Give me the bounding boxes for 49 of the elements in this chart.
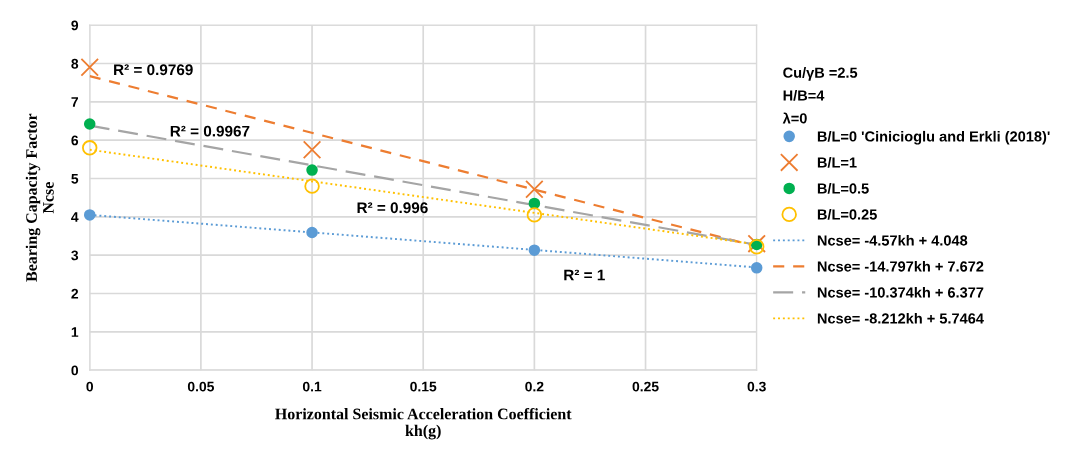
- x-tick-label: 0.15: [410, 381, 437, 392]
- x-tick-label: 0: [86, 381, 94, 392]
- point: [525, 179, 544, 199]
- y-tick-label: 4: [71, 212, 79, 222]
- y-tick-label: 2: [71, 288, 79, 299]
- x-tick-label: 0.2: [525, 381, 544, 392]
- annotation: R² = 0.9967: [170, 125, 250, 137]
- point: [526, 207, 543, 223]
- point: [302, 140, 322, 159]
- annotation: R² = 0.9769: [114, 64, 193, 76]
- y-tick-label: 7: [71, 97, 78, 107]
- legend-label: B/L=1: [817, 156, 857, 168]
- legend-label: Ncse= -14.797kh + 7.672: [817, 260, 984, 272]
- x-tick-label: 0.05: [187, 381, 215, 392]
- annotation: R² = 1: [564, 269, 605, 281]
- legend-label: B/L=0.5: [817, 182, 869, 194]
- point: [528, 244, 541, 256]
- point: [748, 239, 765, 255]
- y-tick-label: 5: [71, 173, 79, 184]
- x-tick-label: 0.25: [632, 381, 659, 392]
- point: [306, 226, 318, 239]
- y-tick-label: 0: [71, 365, 79, 376]
- x-axis-title: Horizontal Seismic Acceleration Coefficient kh(g): [275, 407, 572, 440]
- point: [304, 178, 320, 194]
- y-tick-label: 9: [71, 20, 79, 31]
- annotation: R² = 0.996: [357, 202, 428, 214]
- point: [80, 58, 99, 77]
- point: [83, 209, 96, 221]
- point: [306, 164, 318, 176]
- point: [82, 140, 98, 156]
- point: [747, 234, 766, 253]
- y-tick-label: 8: [71, 58, 79, 69]
- text: H/B=4: [783, 89, 825, 101]
- legend-label: Ncse= -4.57kh + 4.048: [817, 234, 968, 246]
- legend-label: B/L=0.25: [817, 208, 877, 220]
- y-tick-label: 3: [71, 250, 79, 261]
- y-tick-label: 6: [71, 135, 79, 146]
- point: [528, 197, 541, 210]
- legend-label: Ncse= -8.212kh + 5.7464: [817, 312, 984, 324]
- y-tick-label: 1: [71, 327, 79, 337]
- y-axis-title: Bearing Capacity Factor Ncse: [25, 113, 54, 282]
- text: λ=0: [782, 112, 807, 124]
- legend-label: Ncse= -10.374kh + 6.377: [817, 286, 984, 298]
- point: [83, 118, 96, 130]
- x-tick-label: 0.3: [747, 381, 766, 392]
- x-tick-label: 0.1: [302, 381, 322, 392]
- text: Cu/γB =2.5: [783, 67, 858, 81]
- point: [750, 262, 763, 274]
- legend-label: B/L=0 'Cinicioglu and Erkli (2018)': [817, 130, 1050, 145]
